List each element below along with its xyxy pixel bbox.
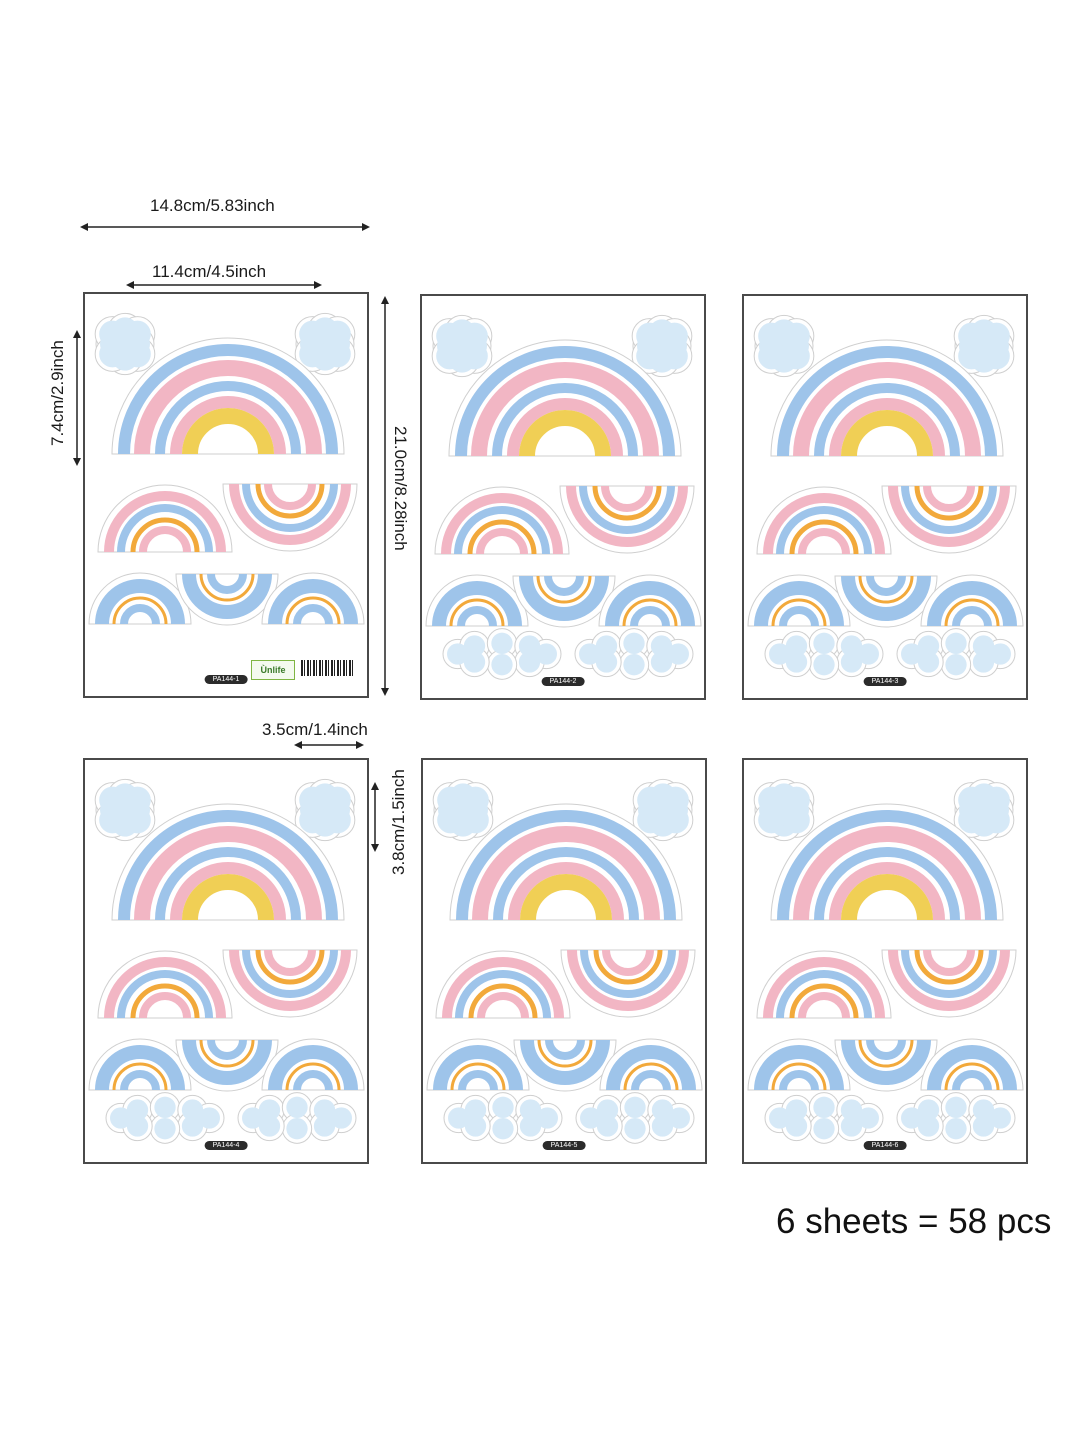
small-rainbow-sticker [598,574,702,627]
sticker-height-label: 7.4cm/2.9inch [48,340,67,446]
medium-rainbow-sticker [97,950,233,1019]
large-rainbow-sticker [111,337,345,455]
cloud-sticker [953,314,1015,378]
sheet-code-badge: PA144-3 [863,677,907,686]
small-height-label: 3.8cm/1.5inch [389,769,408,875]
small-rainbow-sticker [747,574,851,627]
small-rainbow-u-sticker [512,575,616,628]
medium-rainbow-sticker [756,486,892,555]
small-rainbow-sticker [261,572,365,625]
long-cloud-sticker [237,1092,357,1144]
small-rainbow-sticker [599,1038,703,1091]
cloud-sticker [753,778,815,842]
sheet-artwork [88,778,365,1144]
large-rainbow-sticker [770,803,1004,921]
small-rainbow-sticker [426,1038,530,1091]
long-cloud-sticker [896,628,1016,680]
cloud-sticker [94,312,156,376]
medium-rainbow-u-sticker [881,949,1017,1018]
summary-text: 6 sheets = 58 pcs [776,1202,1052,1241]
sheet-width-arrow [80,223,370,231]
sheet-artwork [425,314,702,680]
sheet-artwork [747,778,1024,1144]
long-cloud-sticker [575,1092,695,1144]
sheet-code-badge: PA144-4 [204,1141,248,1150]
sheet-artwork [88,312,365,626]
cloud-sticker [432,778,494,842]
sticker-sheet-5: PA144-5 [421,758,707,1164]
small-rainbow-u-sticker [175,1039,279,1092]
cloud-sticker [294,778,356,842]
medium-rainbow-u-sticker [881,485,1017,554]
small-rainbow-u-sticker [834,1039,938,1092]
medium-rainbow-u-sticker [222,483,358,552]
small-rainbow-sticker [425,574,529,627]
small-rainbow-sticker [88,1038,192,1091]
small-rainbow-sticker [261,1038,365,1091]
large-rainbow-sticker [111,803,345,921]
cloud-sticker [294,312,356,376]
large-rainbow-sticker [449,803,683,921]
cloud-sticker [632,778,694,842]
sticker-sheet-4: PA144-4 [83,758,369,1164]
long-cloud-sticker [443,1092,563,1144]
medium-rainbow-u-sticker [222,949,358,1018]
long-cloud-sticker [105,1092,225,1144]
long-cloud-sticker [764,1092,884,1144]
sticker-sheet-3: PA144-3 [742,294,1028,700]
small-rainbow-sticker [920,574,1024,627]
medium-rainbow-u-sticker [559,485,695,554]
sticker-sheet-1: Ùnlife PA144-1 [83,292,369,698]
long-cloud-sticker [764,628,884,680]
brand-logo: Ùnlife [251,660,295,680]
sheet-code-badge: PA144-6 [863,1141,907,1150]
cloud-sticker [94,778,156,842]
small-rainbow-u-sticker [834,575,938,628]
long-cloud-sticker [574,628,694,680]
medium-rainbow-sticker [756,950,892,1019]
sheet-code-badge: PA144-2 [541,677,585,686]
medium-rainbow-u-sticker [560,949,696,1018]
cloud-sticker [953,778,1015,842]
small-width-arrow [294,741,364,749]
large-rainbow-sticker [448,339,682,457]
small-rainbow-sticker [920,1038,1024,1091]
sheet-width-label: 14.8cm/5.83inch [150,196,275,215]
sheet-code-badge: PA144-1 [204,675,248,684]
small-rainbow-sticker [88,572,192,625]
sticker-sheet-6: PA144-6 [742,758,1028,1164]
long-cloud-sticker [442,628,562,680]
cloud-sticker [631,314,693,378]
small-rainbow-u-sticker [175,573,279,626]
long-cloud-sticker [896,1092,1016,1144]
sticker-sheet-2: PA144-2 [420,294,706,700]
medium-rainbow-sticker [434,486,570,555]
sticker-width-arrow [126,281,322,289]
large-rainbow-sticker [770,339,1004,457]
cloud-sticker [753,314,815,378]
sheet-artwork [426,778,703,1144]
small-height-arrow [371,782,379,852]
barcode [301,660,353,676]
medium-rainbow-sticker [435,950,571,1019]
sheet-height-label: 21.0cm/8.28inch [391,426,410,551]
small-width-label: 3.5cm/1.4inch [262,720,368,739]
sheet-code-badge: PA144-5 [542,1141,586,1150]
sticker-width-label: 11.4cm/4.5inch [152,262,267,281]
sheet-height-arrow [381,296,389,696]
sheet-artwork [747,314,1024,680]
medium-rainbow-sticker [97,484,233,553]
small-rainbow-sticker [747,1038,851,1091]
cloud-sticker [431,314,493,378]
small-rainbow-u-sticker [513,1039,617,1092]
sticker-height-arrow [73,330,81,466]
